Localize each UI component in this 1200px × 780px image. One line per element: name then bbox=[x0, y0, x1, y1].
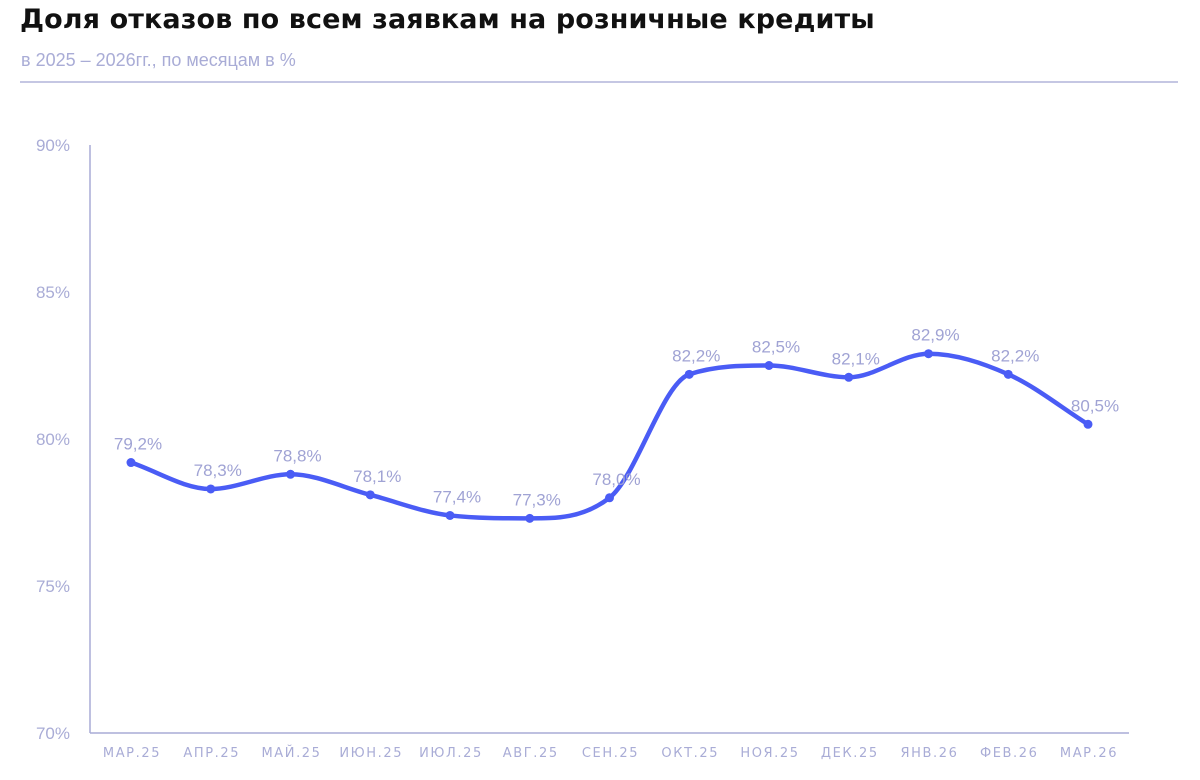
data-label: 79,2% bbox=[114, 435, 162, 454]
data-label: 82,2% bbox=[672, 346, 720, 365]
data-point bbox=[844, 372, 854, 382]
data-label: 80,5% bbox=[1071, 396, 1119, 415]
data-label: 78,0% bbox=[592, 470, 640, 489]
data-label: 77,3% bbox=[513, 490, 561, 509]
x-tick-label: ЯНВ.26 bbox=[900, 746, 958, 761]
x-tick-label: ИЮН.25 bbox=[339, 746, 403, 761]
x-tick-label: ДЕК.25 bbox=[821, 746, 879, 761]
data-point bbox=[1083, 419, 1093, 429]
data-label: 78,8% bbox=[273, 446, 321, 465]
data-point bbox=[525, 513, 535, 523]
chart-subtitle: в 2025 – 2026гг., по месяцам в % bbox=[21, 50, 296, 70]
y-tick-label: 70% bbox=[36, 724, 70, 743]
y-tick-label: 75% bbox=[36, 577, 70, 596]
data-point bbox=[684, 369, 694, 379]
data-label: 78,1% bbox=[353, 467, 401, 486]
x-tick-label: СЕН.25 bbox=[582, 746, 639, 761]
data-point bbox=[764, 361, 774, 370]
x-tick-label: АВГ.25 bbox=[503, 746, 559, 761]
data-label: 82,9% bbox=[911, 326, 959, 345]
data-label: 82,5% bbox=[752, 338, 800, 357]
data-label: 77,4% bbox=[433, 487, 481, 506]
data-point bbox=[605, 493, 614, 503]
x-tick-label: МАР.26 bbox=[1060, 746, 1118, 761]
chart-title: Доля отказов по всем заявкам на розничны… bbox=[20, 4, 875, 35]
x-tick-label: НОЯ.25 bbox=[740, 746, 799, 761]
data-labels: 79,2% 78,3% 78,8% 78,1% 77,4% 77,3% 78,0% 82,2%… bbox=[114, 326, 1119, 510]
data-point bbox=[126, 458, 136, 468]
y-tick-label: 90% bbox=[36, 136, 70, 155]
data-point bbox=[1003, 369, 1013, 379]
y-tick-label: 85% bbox=[36, 283, 70, 302]
x-axis: МАР.25 АПР.25 МАЙ.25 ИЮН.25 ИЮЛ.25 АВГ.25 СЕН.… bbox=[90, 732, 1129, 761]
data-label: 82,2% bbox=[991, 346, 1039, 365]
header-divider bbox=[20, 81, 1178, 83]
data-point bbox=[445, 510, 455, 520]
data-point bbox=[286, 469, 295, 479]
x-tick-label: ОКТ.25 bbox=[661, 746, 719, 761]
x-tick-label: МАР.25 bbox=[103, 746, 161, 761]
data-label: 78,3% bbox=[194, 461, 242, 480]
data-point bbox=[924, 349, 933, 359]
x-tick-label: МАЙ.25 bbox=[261, 745, 321, 761]
data-point bbox=[206, 484, 216, 494]
y-axis: 70% 75% 80% 85% 90% bbox=[36, 136, 91, 743]
y-tick-label: 80% bbox=[36, 430, 70, 449]
data-points bbox=[126, 349, 1093, 523]
x-tick-label: ФЕВ.26 bbox=[980, 746, 1039, 761]
x-tick-label: ИЮЛ.25 bbox=[419, 746, 483, 761]
data-label: 82,1% bbox=[832, 349, 880, 368]
x-tick-label: АПР.25 bbox=[183, 746, 240, 761]
data-point bbox=[365, 490, 375, 500]
